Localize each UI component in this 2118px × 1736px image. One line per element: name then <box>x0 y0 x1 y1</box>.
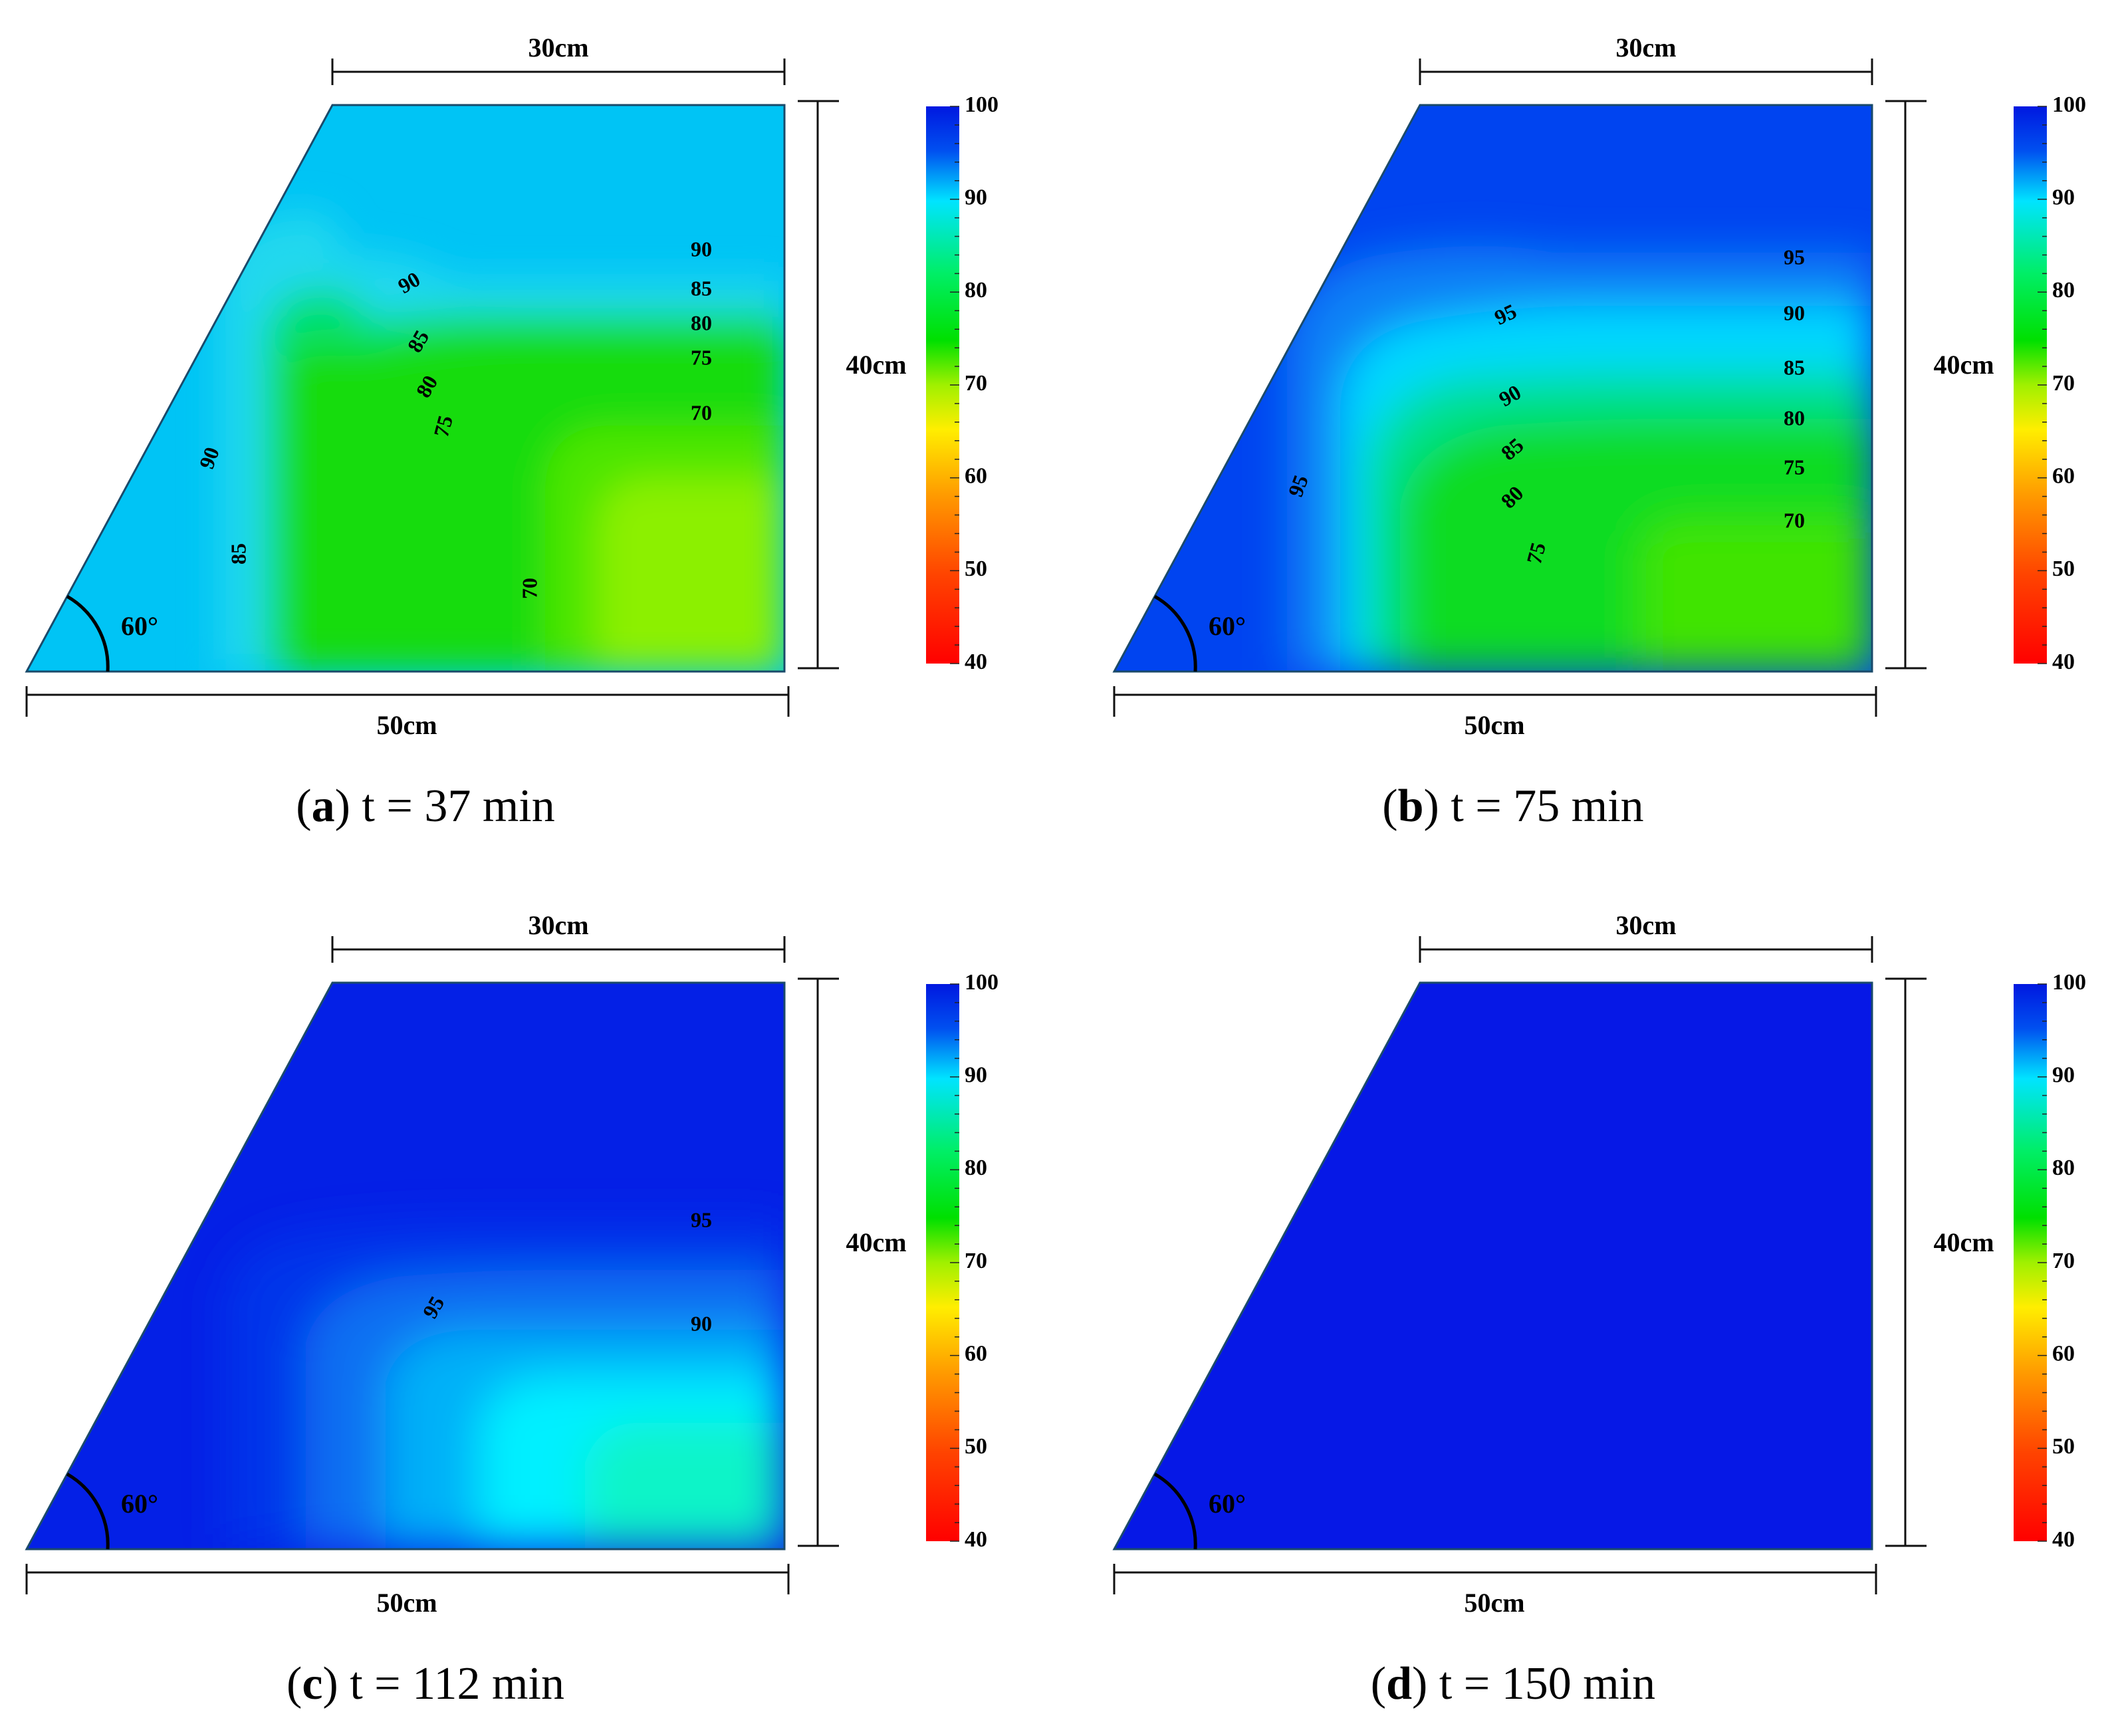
colorbar-tick-label: 100 <box>965 970 999 995</box>
dimension-right-label: 40cm <box>1933 1227 1994 1257</box>
trapezoid-outline <box>25 104 786 673</box>
panel-caption: (d) t = 150 min <box>1371 1658 1655 1709</box>
angle-label: 60° <box>121 1489 158 1519</box>
colorbar-tick-label: 70 <box>2052 1249 2075 1273</box>
contour-label: 85 <box>691 276 712 300</box>
contour-label: 85 <box>1784 355 1805 379</box>
colorbar-tick-label: 80 <box>2052 1156 2075 1180</box>
dimension-bottom-label: 50cm <box>1464 1588 1524 1618</box>
heat-field <box>1114 105 1872 672</box>
colorbar-tick-label: 50 <box>965 1434 987 1459</box>
colorbar-tick-label: 60 <box>965 1341 987 1366</box>
colorbar-tick-label: 70 <box>965 371 987 396</box>
dimension-bottom-label: 50cm <box>376 710 437 740</box>
panel-d: 60° 30cm 40cm 50cm 100 90 80 70 60 50 40 (d) t = 15… <box>1112 910 2086 1709</box>
dimension-top-label: 30cm <box>1615 33 1676 62</box>
angle-label: 60° <box>1209 1489 1246 1519</box>
angle-label: 60° <box>1209 611 1246 641</box>
panel-caption: (b) t = 75 min <box>1382 781 1643 832</box>
colorbar-tick-label: 40 <box>2052 1527 2075 1552</box>
panel-c: 60°30cm40cm50cm959095100908070605040(c) … <box>25 910 999 1709</box>
colorbar-tick-label: 50 <box>2052 557 2075 581</box>
angle-arc <box>1153 594 1197 672</box>
contour-label: 90 <box>691 1311 712 1335</box>
colorbar-tick-label: 90 <box>2052 1062 2075 1087</box>
contour-label: 70 <box>517 578 541 599</box>
colorbar-tick-label: 90 <box>965 185 987 209</box>
colorbar-tick-label: 90 <box>2052 185 2075 209</box>
colorbar-tick-label: 50 <box>965 557 987 581</box>
dimension-bottom-label: 50cm <box>1464 710 1524 740</box>
contour-label: 80 <box>691 310 712 334</box>
colorbar-tick-label: 60 <box>2052 1341 2075 1366</box>
contour-label: 90 <box>1784 301 1805 324</box>
contour-label: 80 <box>1784 406 1805 430</box>
colorbar-tick-label: 80 <box>965 1156 987 1180</box>
dimension-right-label: 40cm <box>846 350 906 380</box>
panel-caption: (c) t = 112 min <box>287 1658 564 1709</box>
panel-b: 60°30cm40cm50cm9590858075709590858075951… <box>1112 33 2086 832</box>
angle-arc <box>66 594 110 672</box>
contour-label: 95 <box>1784 245 1805 269</box>
contour-label: 70 <box>1784 508 1805 532</box>
dimension-right-label: 40cm <box>1933 350 1994 380</box>
colorbar-tick-label: 100 <box>2052 970 2086 995</box>
dimension-right-label: 40cm <box>846 1227 906 1257</box>
contour-label: 75 <box>1784 455 1805 479</box>
colorbar-tick-label: 100 <box>2052 92 2086 117</box>
panel-caption: (a) t = 37 min <box>296 781 554 832</box>
dimension-top-label: 30cm <box>528 33 588 62</box>
colorbar-tick-label: 40 <box>965 650 987 674</box>
colorbar-tick-label: 60 <box>2052 463 2075 488</box>
colorbar-tick-label: 70 <box>965 1249 987 1273</box>
colorbar-tick-label: 40 <box>965 1527 987 1552</box>
contour-label: 75 <box>691 345 712 369</box>
colorbar: 100 90 80 70 60 50 40 <box>2014 92 2086 674</box>
angle-arc <box>66 1472 110 1550</box>
contour-label: 90 <box>691 237 712 261</box>
contour-label: 95 <box>691 1207 712 1231</box>
colorbar-tick-label: 60 <box>965 463 987 488</box>
colorbar-tick-label: 70 <box>2052 371 2075 396</box>
trapezoid-outline <box>1112 981 1873 1550</box>
colorbar: 100 90 80 70 60 50 40 <box>2014 970 2086 1552</box>
panel-a: 60°30cm40cm50cm9085807570908580759085701… <box>25 33 999 832</box>
contour-label: 85 <box>226 543 250 564</box>
angle-label: 60° <box>121 611 158 641</box>
colorbar-tick-label: 80 <box>2052 278 2075 303</box>
trapezoid-outline <box>1112 104 1873 673</box>
colorbar-tick-label: 100 <box>965 92 999 117</box>
contour-label: 70 <box>691 400 712 424</box>
colorbar-tick-label: 40 <box>2052 650 2075 674</box>
trapezoid-outline <box>25 981 786 1550</box>
angle-arc <box>1153 1472 1197 1550</box>
colorbar: 100 90 80 70 60 50 40 <box>926 970 999 1552</box>
dimension-top-label: 30cm <box>1615 910 1676 940</box>
colorbar-tick-label: 50 <box>2052 1434 2075 1459</box>
colorbar-tick-label: 80 <box>965 278 987 303</box>
heat-field <box>27 105 784 672</box>
colorbar-tick-label: 90 <box>965 1062 987 1087</box>
dimension-bottom-label: 50cm <box>376 1588 437 1618</box>
colorbar: 100 90 80 70 60 50 40 <box>926 92 999 674</box>
dimension-top-label: 30cm <box>528 910 588 940</box>
